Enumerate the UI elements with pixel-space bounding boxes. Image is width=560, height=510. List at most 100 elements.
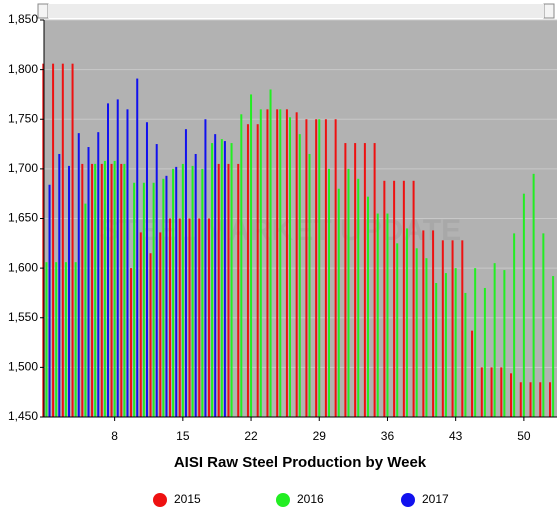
bar [444, 273, 447, 417]
bar [344, 143, 347, 417]
chart-title: AISI Raw Steel Production by Week [174, 454, 427, 471]
bar [435, 283, 438, 417]
bar [155, 144, 158, 417]
bar [529, 382, 532, 417]
legend-marker [153, 493, 167, 507]
bar [188, 218, 191, 417]
bar [175, 166, 178, 417]
x-tick-label: 36 [381, 429, 395, 443]
bar [471, 330, 474, 417]
bar [519, 382, 522, 417]
bar [432, 230, 435, 417]
bar [295, 112, 298, 418]
bar [334, 119, 337, 417]
bar [393, 180, 396, 417]
bar [130, 268, 133, 417]
bar [45, 262, 48, 417]
bar [285, 109, 288, 417]
bar [227, 163, 230, 417]
bar [61, 63, 64, 418]
bar [240, 114, 243, 417]
bar [77, 133, 80, 417]
y-tick-label: 1,500 [8, 360, 38, 374]
bar [181, 163, 184, 417]
bar [48, 184, 51, 417]
bar [383, 180, 386, 417]
bar [354, 143, 357, 417]
bar [376, 213, 379, 417]
bar [123, 163, 126, 417]
bar [120, 163, 123, 417]
bar [194, 153, 197, 418]
bar [366, 196, 369, 417]
bar [162, 178, 165, 417]
bar [145, 122, 148, 417]
bar [522, 193, 525, 417]
bar [532, 173, 535, 417]
bar [159, 232, 162, 417]
bar [116, 99, 119, 418]
bar [308, 153, 311, 418]
bars [42, 63, 555, 418]
bar [503, 270, 506, 417]
bar [279, 109, 282, 417]
bar [165, 175, 168, 417]
bar [415, 248, 418, 417]
bar [298, 134, 301, 417]
bar [357, 178, 360, 417]
bar [347, 168, 350, 417]
y-tick-label: 1,600 [8, 260, 38, 274]
bar [139, 232, 142, 417]
bar [84, 203, 87, 417]
bar [220, 139, 223, 417]
bar [451, 240, 454, 417]
bar [259, 109, 262, 417]
legend-label: 2015 [174, 492, 201, 506]
scroll-handle[interactable] [543, 3, 555, 19]
bar [55, 262, 58, 417]
bar [363, 143, 366, 417]
bar [103, 160, 106, 417]
x-tick-label: 43 [449, 429, 463, 443]
bar [373, 143, 376, 417]
bar [207, 218, 210, 417]
bar [81, 163, 84, 417]
bar [289, 117, 292, 417]
bar [269, 89, 272, 417]
legend-label: 2017 [422, 492, 449, 506]
bar [149, 253, 152, 417]
bar [87, 147, 90, 418]
bar [552, 276, 555, 417]
bar [94, 163, 97, 417]
y-tick-label: 1,550 [8, 310, 38, 324]
bar [464, 292, 467, 417]
legend-marker [276, 493, 290, 507]
bar [42, 63, 45, 418]
bar [412, 180, 415, 417]
bar [483, 287, 486, 417]
bar [500, 367, 503, 417]
scroll-bar[interactable] [48, 4, 544, 18]
bar [386, 213, 389, 417]
scroll-handle[interactable] [37, 3, 49, 19]
bar [266, 109, 269, 417]
bar [230, 143, 233, 417]
bar [318, 119, 321, 417]
bar [542, 233, 545, 417]
bar [337, 188, 340, 417]
bar [74, 262, 77, 417]
bar [441, 240, 444, 417]
bar [539, 382, 542, 417]
bar [64, 262, 67, 417]
bar [315, 119, 318, 417]
bar [152, 182, 155, 417]
bar [480, 367, 483, 417]
y-tick-label: 1,700 [8, 161, 38, 175]
bar [211, 143, 214, 417]
x-tick-label: 22 [244, 429, 258, 443]
bar [58, 153, 61, 418]
bar [422, 230, 425, 417]
bar [52, 63, 55, 418]
bar [402, 180, 405, 417]
bar [246, 124, 249, 418]
